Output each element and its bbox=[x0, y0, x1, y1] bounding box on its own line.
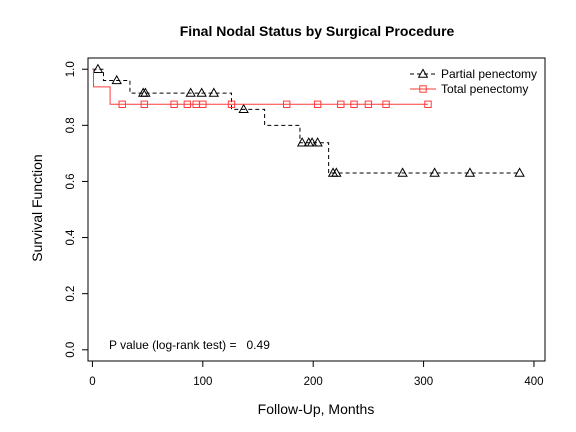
y-tick-label: 0.0 bbox=[65, 342, 77, 358]
p-value-annotation: P value (log-rank test) = 0.49 bbox=[109, 338, 270, 352]
censor-mark bbox=[424, 100, 432, 108]
censor-mark bbox=[227, 100, 236, 108]
censor-mark bbox=[429, 167, 440, 177]
y-tick-label: 0.8 bbox=[65, 117, 77, 133]
censor-mark bbox=[312, 137, 323, 147]
censor-mark bbox=[331, 167, 342, 177]
y-tick-label: 0.6 bbox=[65, 173, 77, 189]
censor-mark bbox=[208, 87, 220, 97]
chart-title: Final Nodal Status by Surgical Procedure bbox=[180, 23, 455, 39]
series-partial-penectomy bbox=[92, 63, 525, 177]
legend-label: Total penectomy bbox=[441, 82, 528, 96]
censor-mark bbox=[196, 87, 207, 97]
censor-mark bbox=[140, 87, 151, 97]
survival-curve-line bbox=[92, 68, 428, 105]
y-tick-label: 1.0 bbox=[65, 61, 77, 77]
censor-mark bbox=[464, 167, 476, 177]
censor-mark bbox=[140, 100, 148, 108]
censor-mark bbox=[296, 137, 308, 147]
censor-mark bbox=[92, 63, 104, 73]
censor-mark bbox=[118, 100, 126, 108]
plot-frame bbox=[87, 57, 546, 362]
x-axis-label: Follow-Up, Months bbox=[258, 401, 375, 417]
x-axis: 0 100 200 300 400 bbox=[89, 361, 544, 388]
censor-mark bbox=[170, 100, 178, 108]
censor-mark bbox=[350, 100, 358, 108]
censor-mark bbox=[514, 167, 525, 177]
censor-mark bbox=[306, 137, 318, 147]
censor-mark bbox=[199, 100, 207, 108]
y-axis-label: Survival Function bbox=[29, 154, 45, 261]
legend-marker bbox=[417, 68, 429, 78]
x-tick-label: 0 bbox=[89, 376, 95, 388]
censor-mark bbox=[183, 100, 192, 108]
censor-mark bbox=[337, 100, 345, 108]
censor-mark bbox=[313, 100, 322, 108]
censor-mark bbox=[185, 87, 196, 97]
x-tick-label: 400 bbox=[524, 376, 543, 388]
y-axis: 0.0 0.2 0.4 0.6 0.8 1.0 bbox=[65, 61, 88, 358]
censor-mark bbox=[238, 103, 249, 114]
censor-mark bbox=[397, 167, 408, 177]
x-tick-label: 100 bbox=[193, 376, 212, 388]
survival-curve-line bbox=[92, 68, 520, 174]
censor-mark bbox=[364, 100, 373, 108]
legend-marker bbox=[419, 85, 427, 93]
legend-label: Partial penectomy bbox=[441, 67, 537, 81]
censor-mark bbox=[382, 100, 390, 108]
censor-mark bbox=[111, 74, 122, 85]
y-tick-label: 0.4 bbox=[65, 229, 77, 246]
series-total-penectomy bbox=[92, 68, 432, 108]
series-layer bbox=[92, 63, 525, 177]
x-tick-label: 200 bbox=[304, 376, 323, 388]
y-tick-label: 0.2 bbox=[65, 286, 77, 302]
censor-mark bbox=[282, 100, 291, 108]
x-tick-label: 300 bbox=[414, 376, 433, 388]
